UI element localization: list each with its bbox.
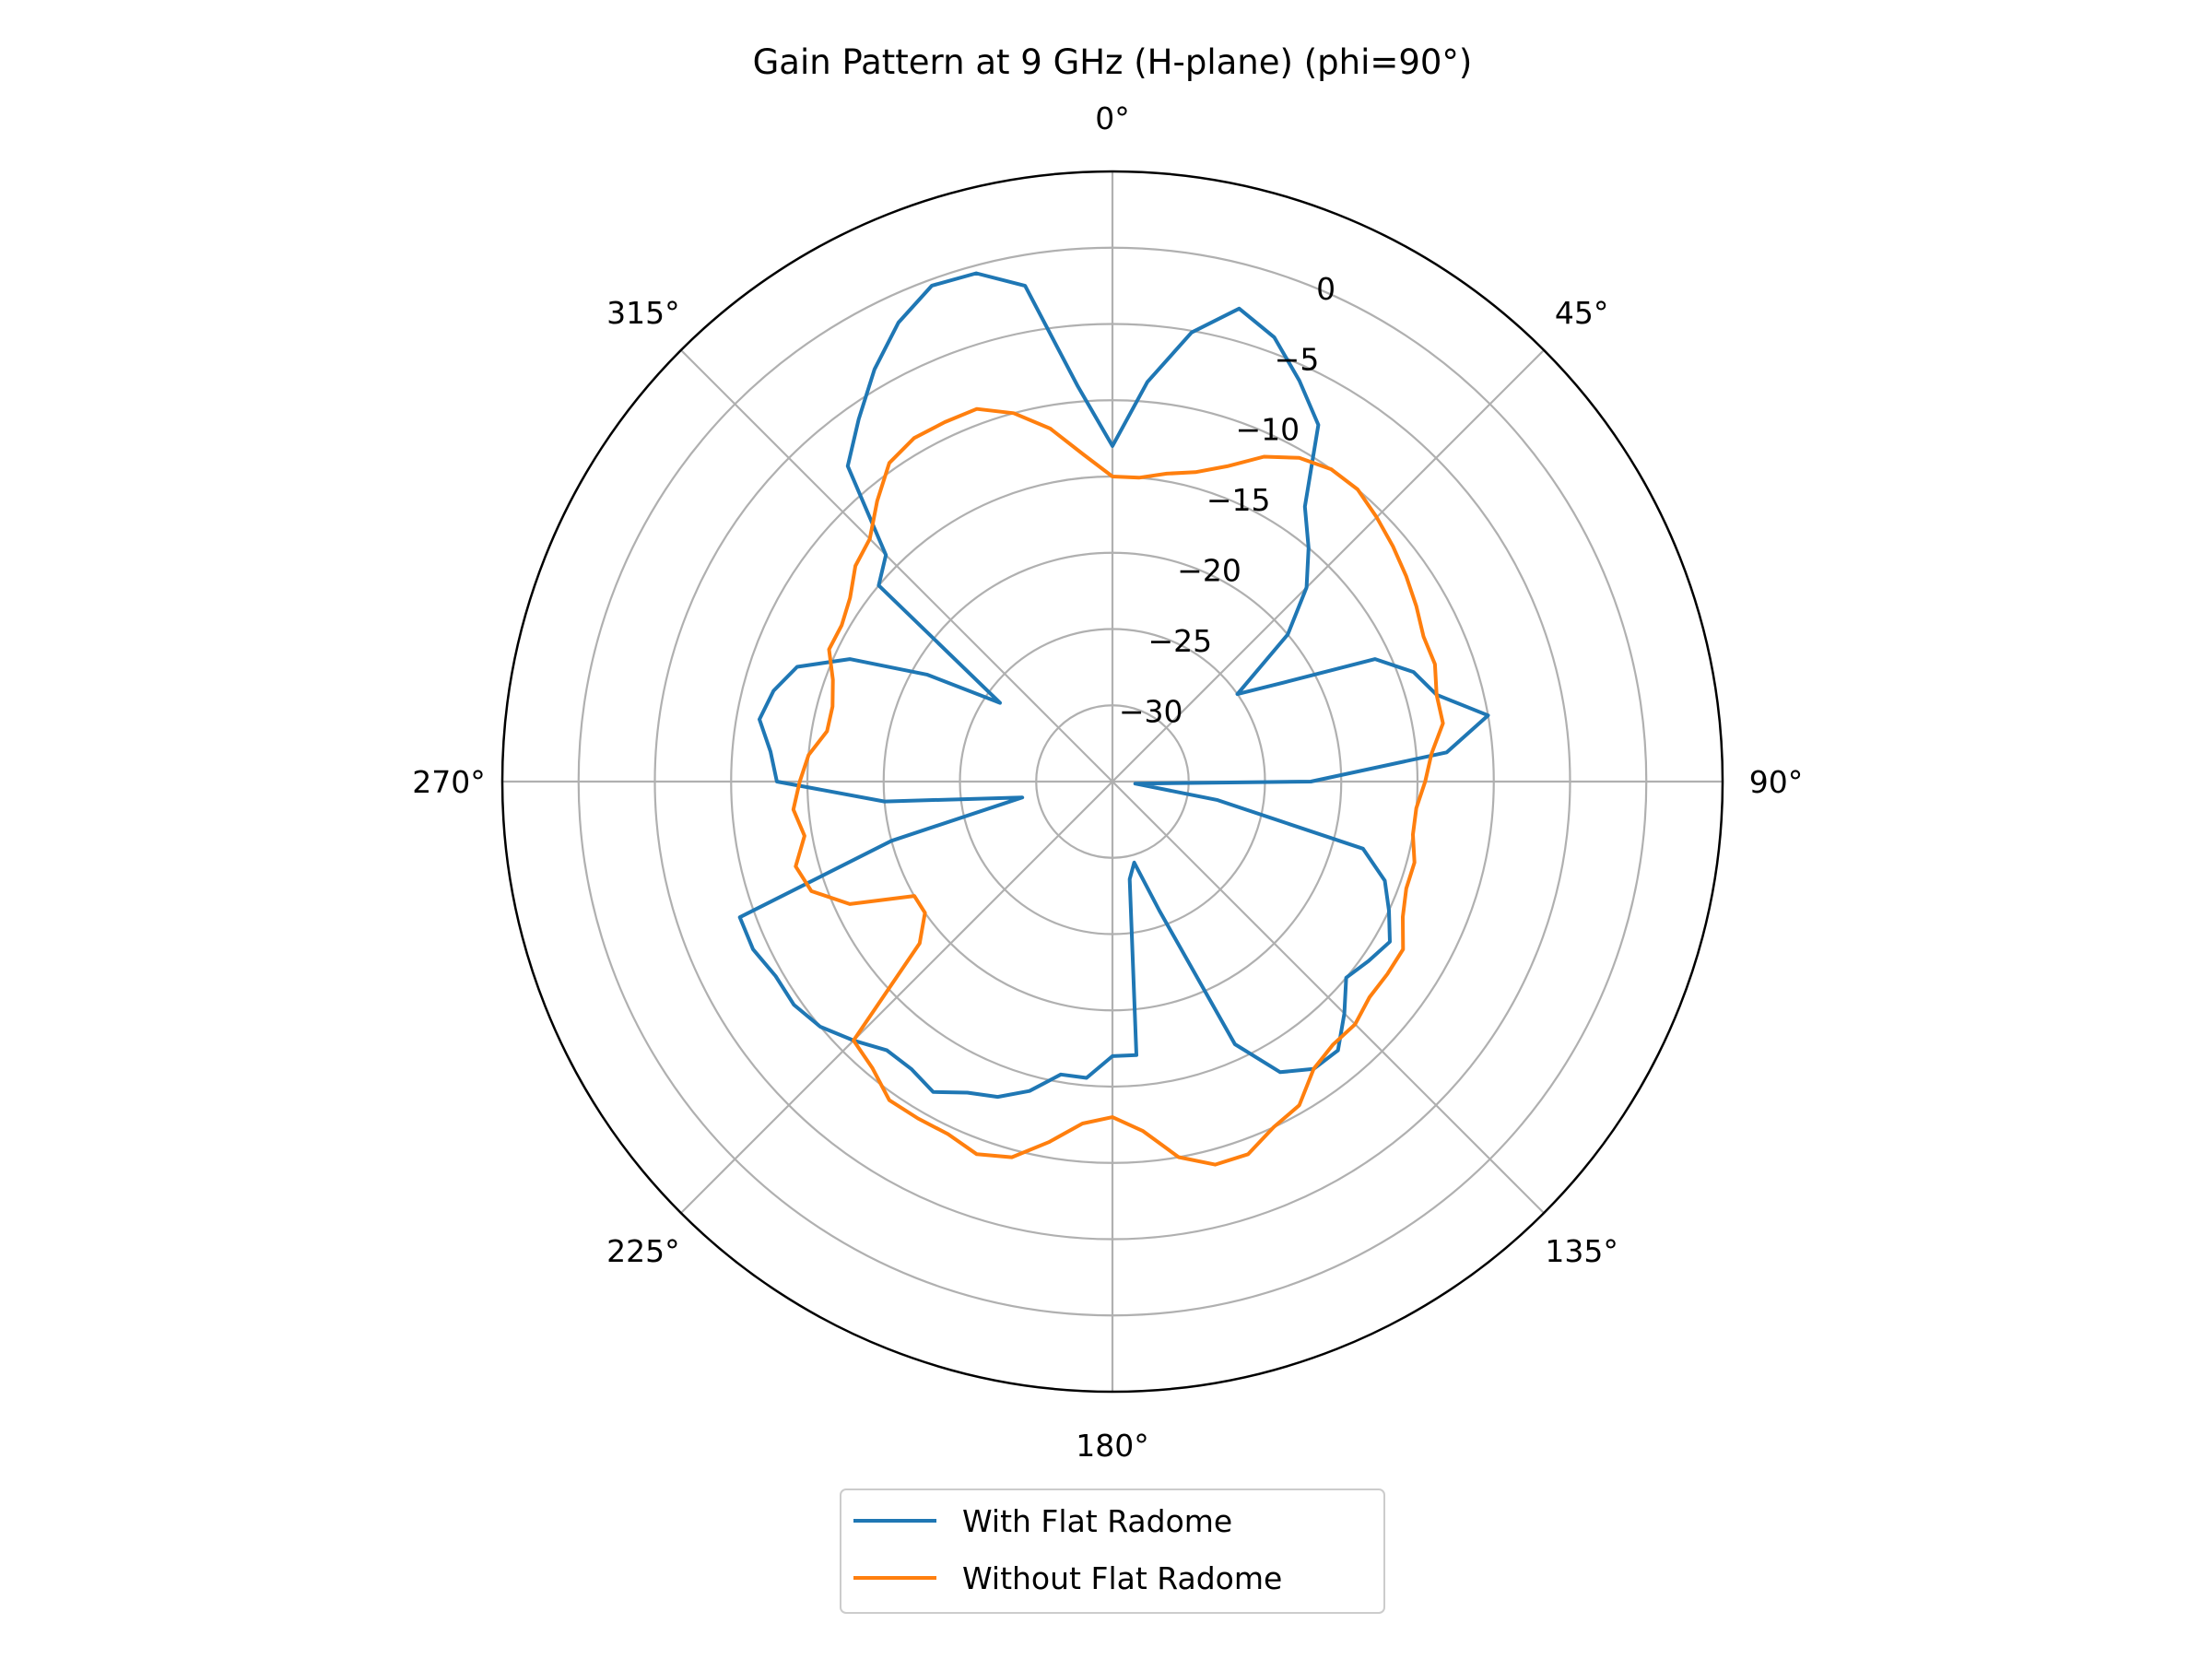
theta-tick-label: 315° xyxy=(606,295,680,331)
series-line-without-flat-radome xyxy=(791,406,1445,1167)
series-layer xyxy=(737,271,1490,1167)
theta-tick-label: 135° xyxy=(1545,1233,1618,1269)
radial-tick-label: −10 xyxy=(1236,412,1300,448)
theta-tick-label: 45° xyxy=(1555,295,1609,331)
theta-tick-labels: 0° 45° 90° 135° 180° 225° 270° 315° xyxy=(412,100,1803,1464)
legend-label-with-flat-radome: With Flat Radome xyxy=(962,1503,1232,1539)
radial-tick-label: −5 xyxy=(1275,341,1320,377)
chart-title: Gain Pattern at 9 GHz (H-plane) (phi=90°… xyxy=(753,42,1473,82)
grid-spoke-5 xyxy=(680,781,1113,1214)
polar-frame xyxy=(500,170,1724,1394)
grid-spoke-7 xyxy=(680,349,1113,782)
polar-grid xyxy=(502,171,1723,1392)
radial-tick-labels: −30 −25 −20 −15 −10 −5 0 xyxy=(1119,271,1335,730)
grid-spoke-1 xyxy=(1112,349,1545,782)
theta-tick-label: 270° xyxy=(412,764,486,800)
legend-label-without-flat-radome: Without Flat Radome xyxy=(962,1560,1282,1596)
radial-tick-label: 0 xyxy=(1316,271,1335,307)
radial-tick-label: −30 xyxy=(1119,694,1183,730)
legend: With Flat Radome Without Flat Radome xyxy=(840,1488,1385,1614)
theta-tick-label: 0° xyxy=(1095,100,1130,136)
theta-tick-label: 90° xyxy=(1749,764,1804,800)
series-line-with-flat-radome xyxy=(737,271,1490,1100)
radial-tick-label: −15 xyxy=(1206,482,1271,518)
legend-frame xyxy=(840,1488,1385,1614)
radial-tick-label: −25 xyxy=(1148,623,1213,659)
grid-spoke-3 xyxy=(1112,781,1545,1214)
radial-tick-label: −20 xyxy=(1177,553,1241,589)
theta-tick-label: 225° xyxy=(606,1233,680,1269)
theta-tick-label: 180° xyxy=(1076,1428,1149,1464)
